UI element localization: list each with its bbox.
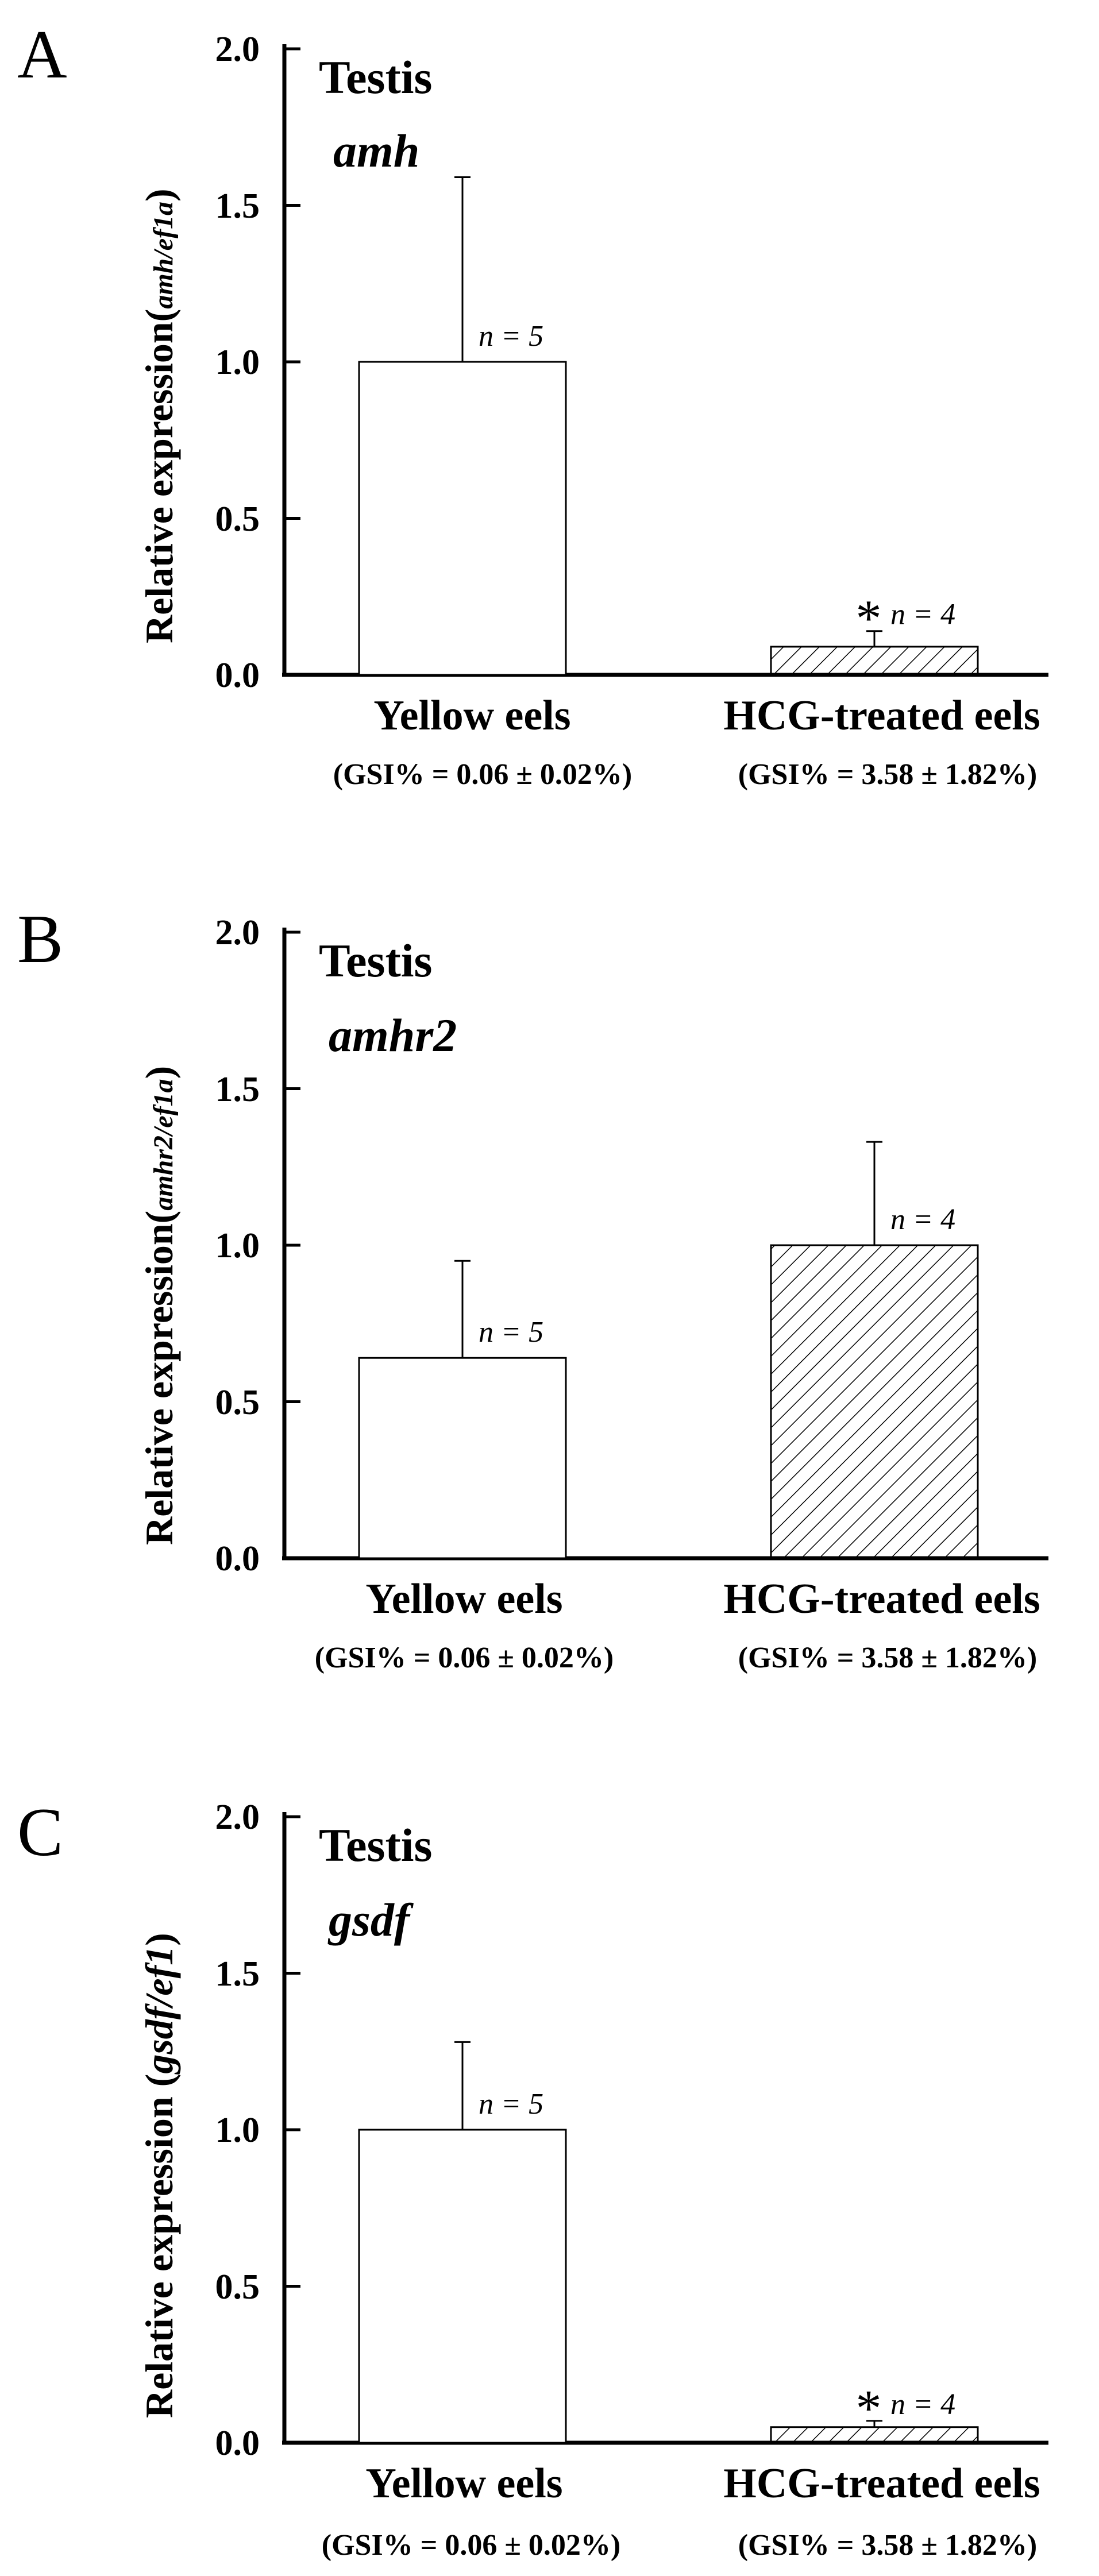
gsi-label: (GSI% = 3.58 ± 1.82%)	[738, 1642, 1037, 1674]
n-label: n = 5	[479, 320, 543, 353]
y-tick-label: 0.5	[215, 500, 260, 539]
y-tick-label: 0.0	[215, 1539, 260, 1578]
y-tick-label: 1.0	[215, 2111, 260, 2150]
y-tick-label: 0.5	[215, 2268, 260, 2307]
y-axis-label: Relative expression(amh/ef1a)	[137, 188, 181, 643]
y-tick-label: 2.0	[215, 913, 260, 952]
gsi-label: (GSI% = 0.06 ± 0.02%)	[322, 2529, 620, 2562]
panel-title: Testis	[319, 934, 432, 987]
gsi-label: (GSI% = 3.58 ± 1.82%)	[738, 2529, 1037, 2562]
bar	[358, 361, 567, 676]
x-category-label: HCG-treated eels	[723, 692, 1040, 739]
gsi-label: (GSI% = 3.58 ± 1.82%)	[738, 758, 1037, 791]
y-tick-label: 2.0	[215, 1798, 260, 1837]
y-axis-ticks: 0.0 0.5 1.0 1.5 2.0	[215, 30, 260, 695]
n-label: n = 4	[890, 2388, 955, 2421]
y-tick-label: 1.0	[215, 343, 260, 382]
panel-b: B Testis amhr2 Relative expression(amhr2…	[17, 901, 1048, 1674]
bar	[358, 2129, 567, 2444]
y-tick-label: 1.5	[215, 1955, 260, 1994]
y-tick-label: 1.5	[215, 1070, 260, 1109]
y-axis-ticks: 0.0 0.5 1.0 1.5 2.0	[215, 1798, 260, 2463]
x-axis-labels: Yellow eels HCG-treated eels (GSI% = 0.0…	[315, 1575, 1040, 1674]
panel-label: B	[17, 901, 63, 977]
n-label: n = 4	[890, 598, 955, 631]
y-axis-label: Relative expression (gsdf/ef1)	[137, 1933, 181, 2418]
y-tick-label: 2.0	[215, 30, 260, 69]
panel-a: A Testis amh Relative expression(amh/ef1…	[17, 16, 1048, 791]
panel-label: C	[17, 1794, 63, 1870]
y-axis-ticks: 0.0 0.5 1.0 1.5 2.0	[215, 913, 260, 1578]
y-tick-label: 0.0	[215, 656, 260, 695]
gsi-label: (GSI% = 0.06 ± 0.02%)	[315, 1642, 614, 1674]
x-category-label: HCG-treated eels	[723, 1575, 1040, 1623]
bar	[358, 1357, 567, 1559]
n-label: n = 5	[479, 2088, 543, 2121]
gsi-label: (GSI% = 0.06 ± 0.02%)	[333, 758, 632, 791]
y-tick-label: 0.5	[215, 1383, 260, 1422]
panel-title: Testis	[319, 1819, 432, 1871]
panel-title: Testis	[319, 51, 432, 103]
y-tick-label: 1.0	[215, 1226, 260, 1265]
x-category-label: Yellow eels	[373, 692, 570, 739]
x-axis-labels: Yellow eels HCG-treated eels (GSI% = 0.0…	[322, 2460, 1040, 2562]
bar-marks: n = 5 n = 4*	[282, 44, 1048, 677]
bar	[770, 1244, 979, 1559]
bar	[770, 2426, 979, 2444]
n-label: n = 5	[479, 1316, 543, 1349]
gene-label: amhr2	[329, 1009, 457, 1061]
significance-marker: *	[856, 2380, 882, 2437]
x-category-label: HCG-treated eels	[723, 2460, 1040, 2507]
gene-label: amh	[333, 125, 419, 177]
x-category-label: Yellow eels	[365, 2460, 562, 2507]
bar-marks: n = 5 n = 4*	[282, 1812, 1048, 2445]
y-tick-label: 0.0	[215, 2424, 260, 2463]
gene-label: gsdf	[327, 1894, 414, 1946]
y-tick-label: 1.5	[215, 187, 260, 226]
x-category-label: Yellow eels	[365, 1575, 562, 1623]
y-axis-label: Relative expression(amhr2/ef1a)	[137, 1066, 181, 1545]
n-label: n = 4	[890, 1203, 955, 1236]
panel-c: C Testis gsdf Relative expression (gsdf/…	[17, 1794, 1048, 2562]
bar-marks: n = 5 n = 4	[282, 928, 1048, 1561]
x-axis-labels: Yellow eels HCG-treated eels (GSI% = 0.0…	[333, 692, 1040, 791]
significance-marker: *	[856, 590, 882, 647]
bar	[770, 646, 979, 676]
panel-label: A	[17, 16, 67, 92]
